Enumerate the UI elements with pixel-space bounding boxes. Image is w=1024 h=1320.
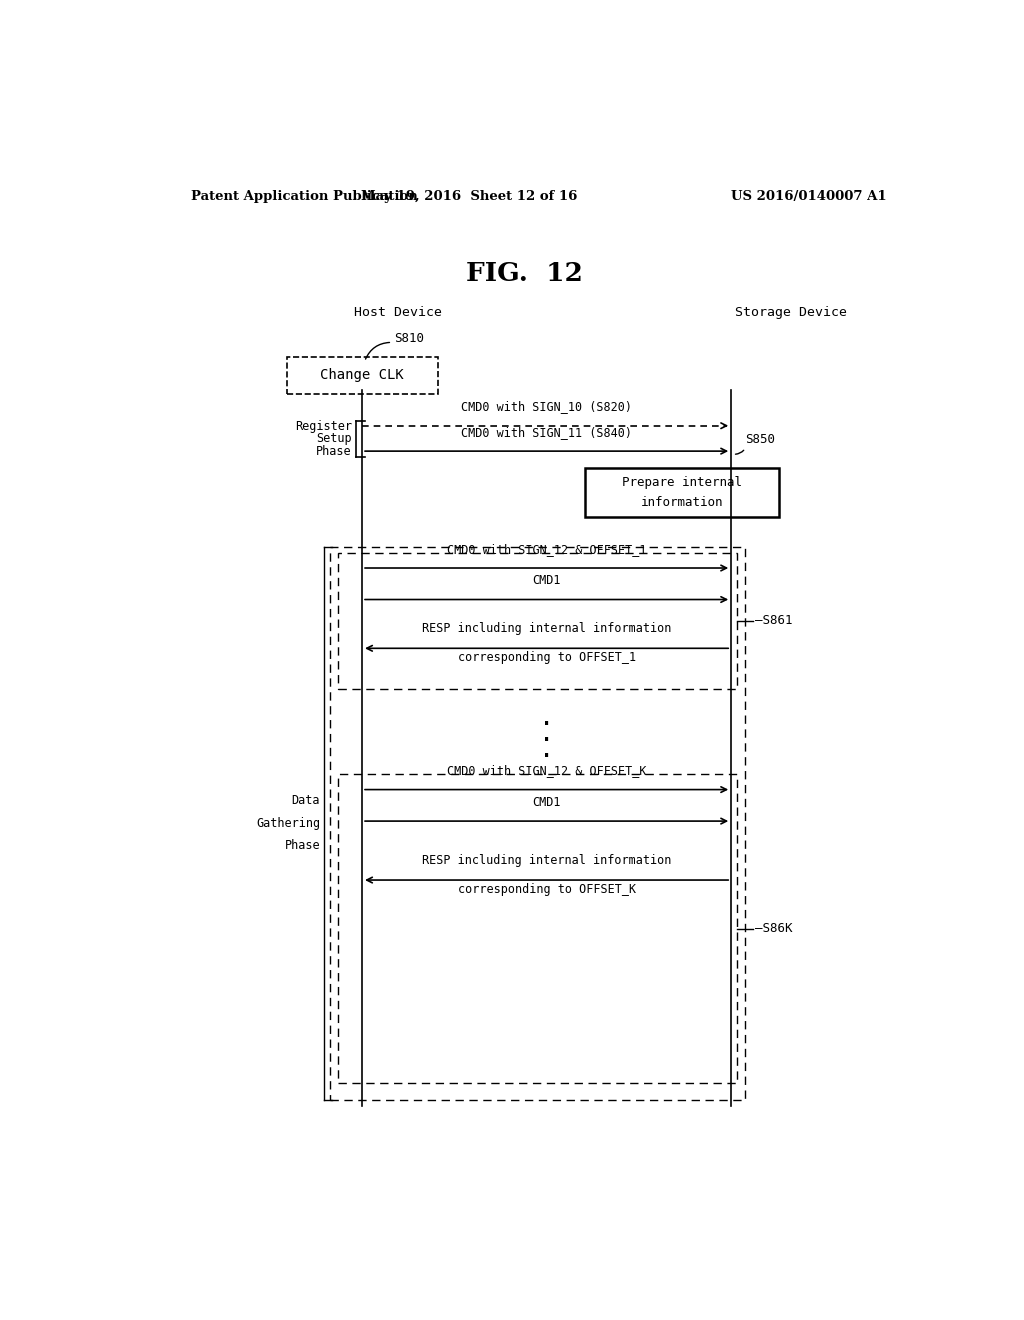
Text: Prepare internal: Prepare internal [622, 477, 742, 490]
Text: ·: · [539, 744, 554, 770]
Text: Data: Data [292, 795, 321, 808]
Text: CMD1: CMD1 [532, 574, 561, 587]
Text: Patent Application Publication: Patent Application Publication [191, 190, 418, 202]
Text: Storage Device: Storage Device [735, 306, 847, 319]
Bar [287, 356, 437, 395]
Text: Host Device: Host Device [354, 306, 442, 319]
Text: Setup: Setup [316, 433, 352, 445]
Text: RESP including internal information: RESP including internal information [422, 854, 672, 867]
Bar [338, 775, 737, 1084]
Text: CMD0 with SIGN_11 (S840): CMD0 with SIGN_11 (S840) [461, 426, 632, 440]
Text: US 2016/0140007 A1: US 2016/0140007 A1 [731, 190, 887, 202]
Text: ·: · [539, 729, 554, 752]
Text: May 19, 2016  Sheet 12 of 16: May 19, 2016 Sheet 12 of 16 [361, 190, 578, 202]
Text: Phase: Phase [285, 840, 321, 851]
Text: Gathering: Gathering [256, 817, 321, 830]
Text: CMD0 with SIGN_12 & OFFSET_1: CMD0 with SIGN_12 & OFFSET_1 [446, 543, 646, 556]
Bar [585, 469, 778, 517]
Text: information: information [641, 496, 723, 510]
Text: CMD0 with SIGN_12 & OFFSET_K: CMD0 with SIGN_12 & OFFSET_K [446, 764, 646, 777]
Text: FIG.  12: FIG. 12 [466, 261, 584, 285]
Text: corresponding to OFFSET_K: corresponding to OFFSET_K [458, 883, 636, 896]
Text: CMD0 with SIGN_10 (S820): CMD0 with SIGN_10 (S820) [461, 400, 632, 413]
Bar [338, 553, 737, 689]
Text: S810: S810 [394, 331, 424, 345]
Text: Change CLK: Change CLK [321, 368, 404, 383]
Text: S850: S850 [745, 433, 775, 446]
Text: Phase: Phase [316, 445, 352, 458]
Text: corresponding to OFFSET_1: corresponding to OFFSET_1 [458, 651, 636, 664]
Text: ·: · [539, 713, 554, 737]
Text: —S861: —S861 [755, 614, 793, 627]
Text: —S86K: —S86K [755, 923, 793, 936]
Text: CMD1: CMD1 [532, 796, 561, 809]
Bar [331, 546, 745, 1100]
Text: RESP including internal information: RESP including internal information [422, 622, 672, 635]
Text: Register: Register [295, 420, 352, 433]
